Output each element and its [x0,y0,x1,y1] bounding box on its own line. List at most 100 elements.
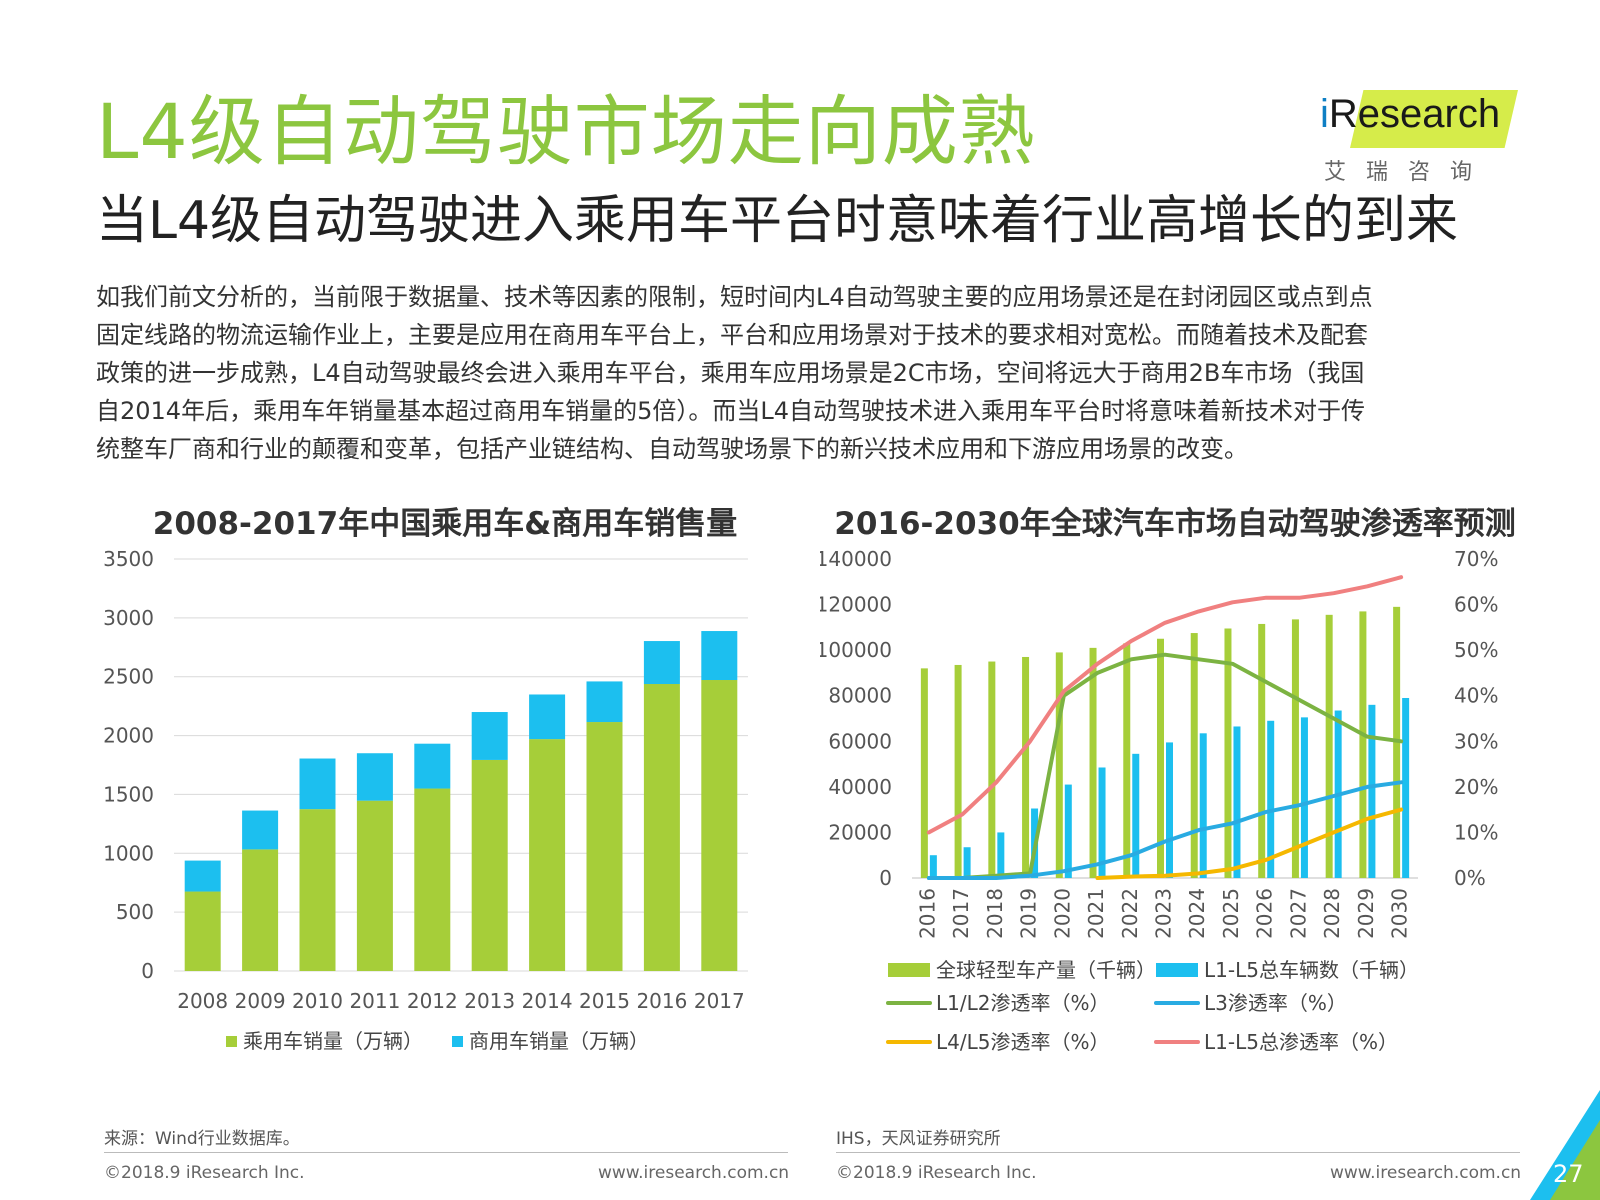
x-tick-label: 2014 [522,989,573,1013]
x-tick-label: 2028 [1320,888,1344,939]
x-tick-label: 2022 [1118,888,1142,939]
series-line [926,780,1404,880]
y-left-tick-label: 120000 [820,593,892,617]
x-tick-label: 2017 [949,888,973,939]
corner-decoration [1530,1090,1600,1200]
bar [414,788,451,971]
body-text: 如我们前文分析的，当前限于数据量、技术等因素的限制，短时间内L4自动驾驶主要的应… [96,278,1516,468]
y-left-tick-label: 40000 [828,775,892,799]
y-right-tick-label: 20% [1454,775,1498,799]
legend-label: 全球轻型车产量（千辆） [936,958,1156,982]
y-tick-label: 2500 [103,665,154,689]
bar [471,759,508,971]
bar [184,891,221,971]
x-tick-label: 2015 [579,989,630,1013]
legend-swatch [1156,963,1198,977]
bar [184,860,221,892]
source-right: IHS，天风证券研究所 [836,1129,1001,1149]
y-tick-label: 1000 [103,841,154,865]
bar [586,681,623,723]
legend-label: L1/L2渗透率（%） [936,991,1109,1015]
y-left-tick-label: 60000 [828,729,892,753]
bar [242,849,279,971]
copyright-left: ©2018.9 iResearch Inc. [104,1163,305,1183]
bar [997,832,1005,878]
legend-swatch [226,1036,237,1047]
source-left: 来源：Wind行业数据库。 [104,1129,300,1149]
site-left[interactable]: www.iresearch.com.cn [598,1163,790,1183]
x-tick-label: 2021 [1084,888,1108,939]
bar [356,753,393,801]
bar [1089,647,1097,878]
legend-label: 商用车销量（万辆） [469,1029,649,1053]
bar [1300,717,1308,878]
site-right[interactable]: www.iresearch.com.cn [1330,1163,1522,1183]
bar [529,694,566,740]
y-left-tick-label: 0 [879,866,892,890]
bar [1055,652,1063,878]
bar [1190,633,1198,878]
x-tick-label: 2009 [235,989,286,1013]
bar [1064,784,1072,878]
y-right-tick-label: 60% [1454,593,1498,617]
corner-triangle-green [1550,1120,1600,1200]
series-line [1095,807,1404,880]
body-line: 固定线路的物流运输作业上，主要是应用在商用车平台上，平台和应用场景对于技术的要求… [96,321,1368,349]
bar [1166,742,1173,878]
x-tick-label: 2024 [1185,888,1209,939]
page-subtitle: 当L4级自动驾驶进入乘用车平台时意味着行业高增长的到来 [96,191,1459,251]
bar [299,758,336,810]
right-chart: 0 20000 40000 60000 80000 100000 120000 140000 0… [820,547,1498,1054]
legend-label: L1-L5总渗透率（%） [1204,1030,1398,1054]
bar [643,641,680,685]
body-line: 统整车厂商和行业的颠覆和变革，包括产业链结构、自动驾驶场景下的新兴技术应用和下游… [96,435,1248,463]
x-tick-label: 2016 [915,888,939,939]
y-right-tick-label: 40% [1454,684,1498,708]
y-right-tick-label: 50% [1454,638,1498,662]
bar [920,668,928,878]
y-tick-label: 3500 [103,547,154,571]
y-left-tick-label: 20000 [828,820,892,844]
bar [471,712,508,760]
y-right-tick-label: 10% [1454,820,1498,844]
left-chart-title: 2008-2017年中国乘用车&商用车销售量 [152,506,738,542]
x-tick-label: 2027 [1286,888,1310,939]
y-tick-label: 500 [116,900,154,924]
y-tick-label: 0 [141,959,154,983]
bar [299,809,336,971]
x-tick-label: 2008 [177,989,228,1013]
bar [1098,767,1106,878]
logo-band [1350,90,1518,148]
bar [356,800,393,971]
x-tick-label: 2018 [983,888,1007,939]
bar [963,847,971,878]
iresearch-logo: iResearch 艾瑞咨询 [1320,84,1520,185]
page-title: L4级自动驾驶市场走向成熟 [96,87,1036,176]
page-number: 27 [1553,1160,1584,1188]
bar [701,631,738,681]
legend-swatch [452,1036,463,1047]
series-line [926,652,1404,880]
x-tick-label: 2025 [1219,888,1243,939]
bar [1267,720,1275,878]
bar [643,684,680,971]
bar [1368,704,1376,878]
legend-label: L4/L5渗透率（%） [936,1030,1109,1054]
bar [1233,726,1241,878]
legend-label: L3渗透率（%） [1204,991,1347,1015]
legend-label: L1-L5总车辆数（千辆） [1204,958,1419,982]
bar [929,855,937,878]
logo-chinese: 艾瑞咨询 [1324,160,1493,185]
bar [1157,638,1164,878]
bar [1402,697,1410,878]
bar [1132,753,1140,878]
bar [1325,614,1333,878]
footer-rule-left [104,1152,788,1153]
left-chart: 0 500 1000 1500 2000 2500 3000 3500 2008 2009 2010… [103,547,748,1053]
logo-wordmark: iResearch [1320,92,1501,136]
copyright-right: ©2018.9 iResearch Inc. [836,1163,1037,1183]
bar [1123,643,1131,878]
x-tick-label: 2023 [1152,888,1176,939]
y-right-tick-label: 70% [1454,547,1498,571]
y-right-tick-label: 30% [1454,729,1498,753]
